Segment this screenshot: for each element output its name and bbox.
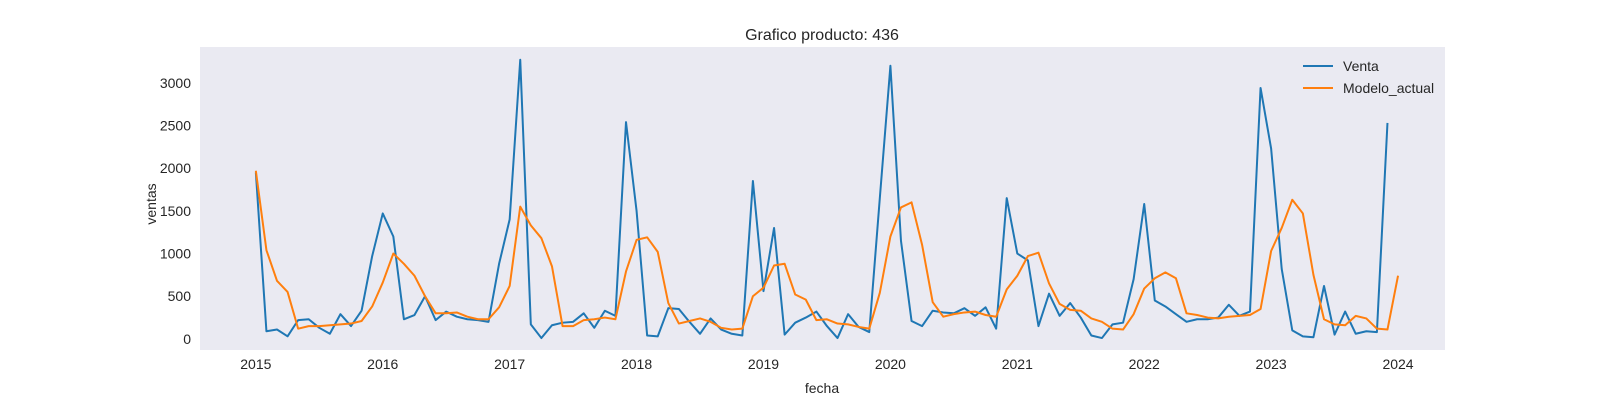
y-axis-label: ventas	[143, 183, 159, 224]
y-tick-label: 500	[168, 288, 192, 304]
x-tick-label: 2015	[240, 356, 271, 372]
x-tick-label: 2023	[1256, 356, 1287, 372]
x-tick-label: 2020	[875, 356, 906, 372]
y-tick-label: 1500	[160, 203, 191, 219]
legend: Venta Modelo_actual	[1303, 58, 1434, 96]
x-tick-label: 2019	[748, 356, 779, 372]
x-tick-label: 2024	[1382, 356, 1413, 372]
x-tick-label: 2016	[367, 356, 398, 372]
x-axis-label: fecha	[805, 380, 839, 396]
legend-label-venta: Venta	[1343, 58, 1379, 74]
y-tick-label: 3000	[160, 75, 191, 91]
legend-label-modelo-actual: Modelo_actual	[1343, 80, 1434, 96]
series-lines	[254, 58, 1400, 340]
plot-area	[200, 47, 1445, 350]
y-tick-label: 0	[183, 331, 191, 347]
y-tick-label: 1000	[160, 246, 191, 262]
x-tick-label: 2021	[1002, 356, 1033, 372]
x-axis-ticks: 2015 2016 2017 2018 2019 2020 2021 2022 2023 2024	[240, 356, 1414, 372]
chart-title: Grafico producto: 436	[745, 27, 899, 44]
y-axis-ticks: 0 500 1000 1500 2000 2500 3000	[160, 75, 191, 347]
x-tick-label: 2017	[494, 356, 525, 372]
y-tick-label: 2500	[160, 118, 191, 134]
y-tick-label: 2000	[160, 160, 191, 176]
x-tick-label: 2018	[621, 356, 652, 372]
series-line-modelo-actual	[254, 170, 1400, 331]
x-tick-label: 2022	[1129, 356, 1160, 372]
